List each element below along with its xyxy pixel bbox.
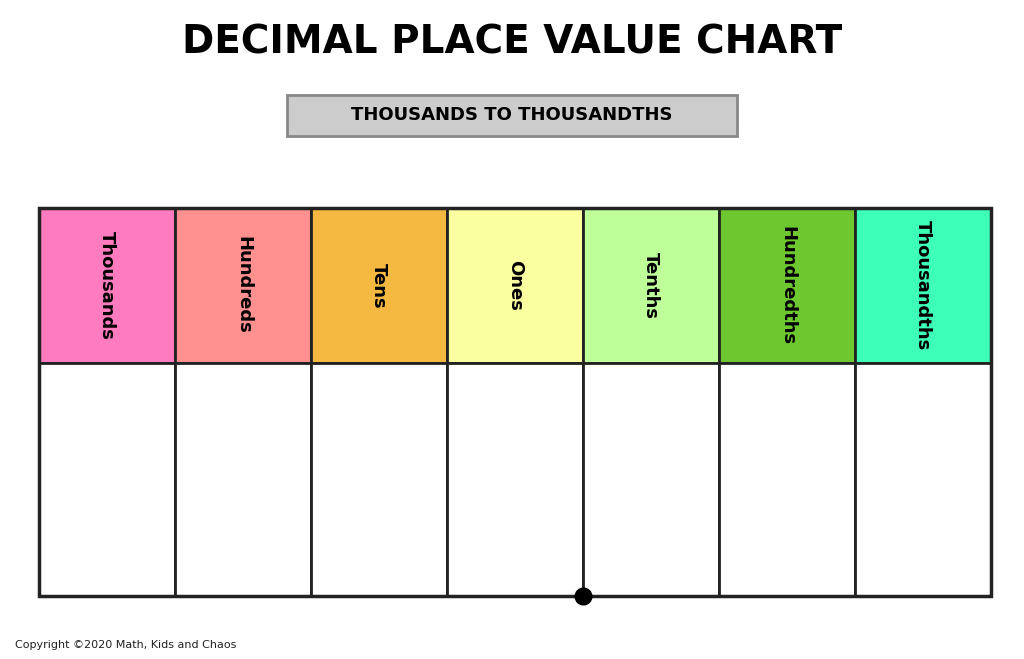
Text: Copyright ©2020 Math, Kids and Chaos: Copyright ©2020 Math, Kids and Chaos [15, 639, 237, 650]
Text: Thousands: Thousands [98, 231, 116, 340]
Text: Hundreds: Hundreds [233, 237, 252, 334]
Text: Hundredths: Hundredths [778, 226, 797, 345]
Bar [39, 363, 175, 596]
Bar [447, 363, 583, 596]
Bar [447, 208, 583, 363]
Text: THOUSANDS TO THOUSANDTHS: THOUSANDS TO THOUSANDTHS [351, 106, 673, 125]
Bar [583, 208, 719, 363]
Bar [583, 363, 719, 596]
Bar [719, 208, 855, 363]
FancyBboxPatch shape [287, 95, 737, 136]
Bar [39, 208, 991, 596]
Bar [855, 208, 991, 363]
Text: Thousandths: Thousandths [914, 220, 932, 351]
Bar [311, 208, 447, 363]
Text: Tenths: Tenths [642, 252, 660, 319]
Bar [39, 208, 175, 363]
Bar [175, 363, 311, 596]
Bar [175, 208, 311, 363]
Text: DECIMAL PLACE VALUE CHART: DECIMAL PLACE VALUE CHART [182, 24, 842, 62]
Text: Ones: Ones [506, 260, 524, 311]
Bar [311, 363, 447, 596]
Bar [855, 363, 991, 596]
Bar [719, 363, 855, 596]
Text: Tens: Tens [370, 262, 388, 308]
